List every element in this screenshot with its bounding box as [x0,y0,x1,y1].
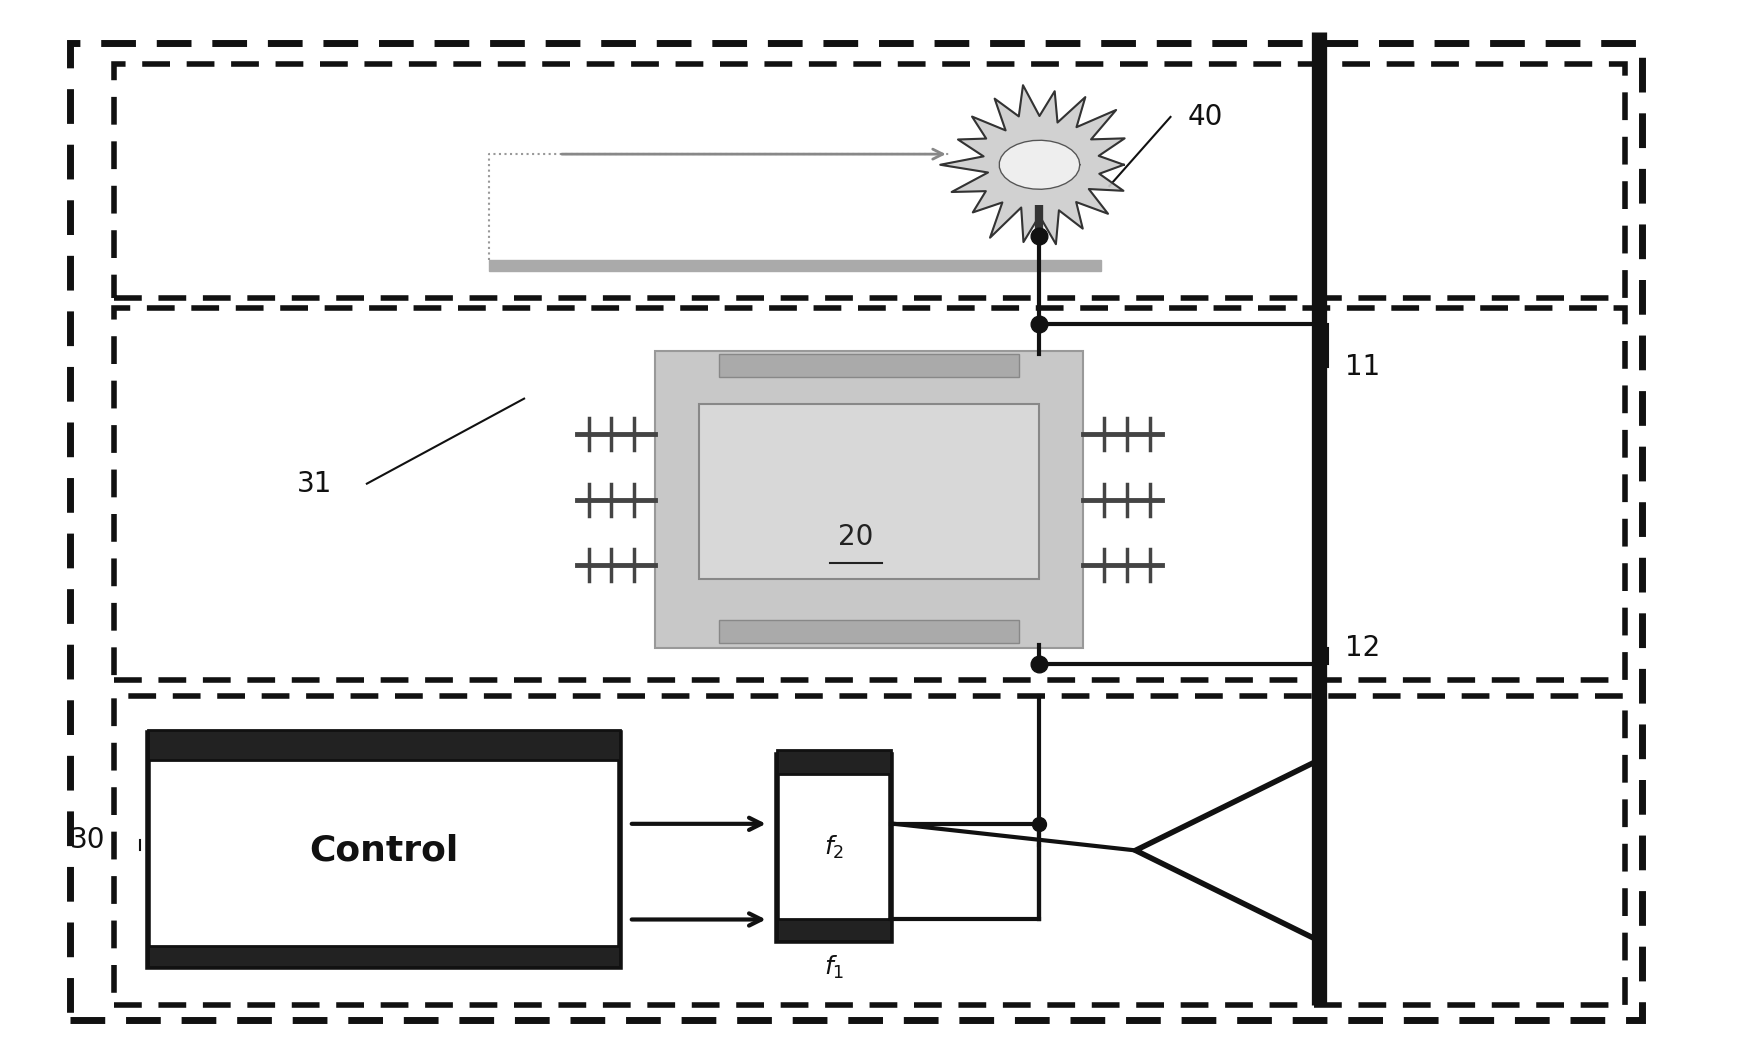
Bar [777,755,891,941]
Bar [148,730,620,760]
Bar [114,308,1625,680]
Text: 12: 12 [1345,635,1380,662]
Text: 40: 40 [1188,103,1223,131]
Text: $f_2$: $f_2$ [825,834,844,861]
Text: $f_1$: $f_1$ [825,954,844,981]
Text: 20: 20 [839,523,874,551]
Text: 31: 31 [297,470,332,497]
Polygon shape [999,140,1080,189]
Bar [777,750,891,774]
Bar [655,351,1083,648]
Bar [720,620,1019,643]
Text: 30: 30 [70,826,105,854]
Bar [720,354,1019,377]
Bar [699,404,1039,579]
Text: 11: 11 [1345,353,1380,381]
Bar [114,696,1625,1005]
Bar [777,919,891,941]
Bar [489,260,1101,271]
Bar [148,733,620,967]
Bar [114,64,1625,298]
Text: Control: Control [309,833,459,867]
Bar [148,946,620,967]
Polygon shape [940,85,1125,244]
